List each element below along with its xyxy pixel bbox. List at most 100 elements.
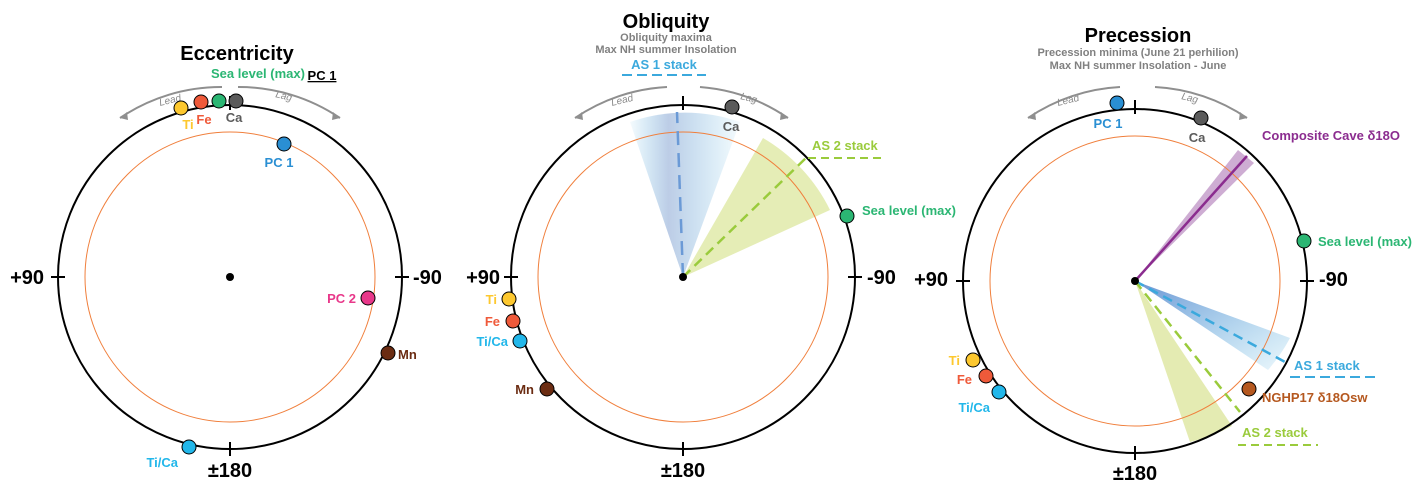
subtitle-line-1: Obliquity maxima xyxy=(620,32,713,44)
label-pc1: PC 1 xyxy=(265,155,294,170)
label-ca: Ca xyxy=(723,119,740,134)
point-sea-level xyxy=(839,208,855,224)
label-ti-ca: Ti/Ca xyxy=(958,400,990,415)
label-as2-stack: AS 2 stack xyxy=(812,138,879,153)
point-ti-ca xyxy=(512,333,528,349)
point-ca xyxy=(1193,110,1209,126)
point-pc1 xyxy=(1109,95,1125,111)
as2-stack-line xyxy=(682,155,809,278)
label-as2-stack: AS 2 stack xyxy=(1242,425,1309,440)
point-nghp17 xyxy=(1241,381,1257,397)
axis-label-left: +90 xyxy=(914,269,948,291)
inner-circle xyxy=(989,135,1281,427)
label-fe: Fe xyxy=(196,112,211,127)
point-ti-ca xyxy=(991,384,1007,400)
cave-line xyxy=(1134,155,1248,282)
point-mn xyxy=(380,345,396,361)
center-dot xyxy=(226,273,234,281)
point-fe xyxy=(978,368,994,384)
as1-stack-header: AS 1 stack xyxy=(631,57,698,72)
label-fe: Fe xyxy=(485,314,500,329)
lead-label: Lead xyxy=(610,93,635,109)
as1-stack-wedge xyxy=(1135,281,1290,370)
axis-label-bottom: ±180 xyxy=(208,460,252,482)
label-sea-level: Sea level (max) xyxy=(1318,234,1412,249)
inner-circle xyxy=(84,131,376,423)
lag-label: Lag xyxy=(274,89,293,104)
axis-label-bottom: ±180 xyxy=(661,460,705,482)
label-sea-level-line: Sea level (max) xyxy=(862,203,956,218)
lead-arc-arrow xyxy=(119,85,223,119)
point-ti xyxy=(965,352,981,368)
label-fe: Fe xyxy=(957,372,972,387)
obliquity-panel: Obliquity Obliquity maxima Max NH summer… xyxy=(466,11,956,482)
lead-arc-arrow xyxy=(574,86,668,119)
lag-arrowhead-icon xyxy=(332,112,340,120)
lead-arrowhead-icon xyxy=(1028,112,1036,120)
lead-label: Lead xyxy=(1056,93,1081,109)
lag-arc-arrow xyxy=(1154,86,1248,119)
axis-label-bottom: ±180 xyxy=(1113,463,1157,483)
label-ca: Ca xyxy=(1189,130,1206,145)
lead-arc-arrow xyxy=(1027,86,1121,119)
point-pc2 xyxy=(360,290,376,306)
label-pc1: PC 1 xyxy=(1094,116,1123,131)
as1-stack-line xyxy=(1134,279,1288,365)
center-dot xyxy=(679,273,687,281)
lead-arrowhead-icon xyxy=(120,112,128,120)
panel-title-eccentricity: Eccentricity xyxy=(180,43,294,65)
panel-title-precession: Precession xyxy=(1085,25,1192,47)
label-sea-level: Sea level (max) xyxy=(862,203,956,218)
as1-stack-wedge xyxy=(630,112,740,278)
label-nghp17: NGHP17 δ18Osw xyxy=(1262,390,1368,405)
subtitle-line-1: Precession minima (June 21 perhilion) xyxy=(1037,47,1238,59)
point-ti xyxy=(501,291,517,307)
point-ti-ca xyxy=(181,439,197,455)
lag-arc-arrow xyxy=(237,85,341,119)
label-ti: Ti xyxy=(182,117,193,132)
point-fe xyxy=(505,313,521,329)
center-dot xyxy=(1131,277,1139,285)
label-mn: Mn xyxy=(398,347,417,362)
eccentricity-panel: Eccentricity Sea level (max) PC 1 Lead L… xyxy=(10,43,442,482)
subtitle-line-2: Max NH summer Insolation xyxy=(595,44,736,56)
point-sea-level xyxy=(1296,233,1312,249)
inner-circle xyxy=(537,131,829,423)
label-ti-ca: Ti/Ca xyxy=(476,334,508,349)
label-cave: Composite Cave δ18O xyxy=(1262,128,1400,143)
label-mn: Mn xyxy=(515,382,534,397)
point-mn xyxy=(539,381,555,397)
point-ca xyxy=(228,93,244,109)
pc1-header: PC 1 xyxy=(308,68,337,83)
subtitle-line-2: Max NH summer Insolation - June xyxy=(1050,60,1227,72)
lag-arrowhead-icon xyxy=(1239,112,1247,120)
label-ti-ca: Ti/Ca xyxy=(146,455,178,470)
panel-title-obliquity: Obliquity xyxy=(623,11,711,33)
as1-stack-line xyxy=(675,111,685,278)
label-as1-stack: AS 1 stack xyxy=(1294,358,1361,373)
axis-label-left: +90 xyxy=(466,267,500,289)
sea-level-header: Sea level (max) xyxy=(211,66,305,81)
label-ti: Ti xyxy=(949,353,960,368)
as2-stack-wedge xyxy=(1135,281,1232,442)
label-ca: Ca xyxy=(226,110,243,125)
point-ca xyxy=(724,99,740,115)
lag-arrowhead-icon xyxy=(780,112,788,120)
lag-label: Lag xyxy=(1180,91,1199,106)
lag-label: Lag xyxy=(739,91,758,106)
label-pc2: PC 2 xyxy=(327,291,356,306)
point-fe xyxy=(193,94,209,110)
precession-panel: Precession Precession minima (June 21 pe… xyxy=(914,25,1412,485)
lead-arrowhead-icon xyxy=(575,112,583,120)
axis-label-left: +90 xyxy=(10,267,44,289)
point-pc1 xyxy=(276,136,292,152)
label-ti: Ti xyxy=(486,292,497,307)
as2-stack-line xyxy=(1134,280,1241,413)
point-ti xyxy=(173,100,189,116)
lag-arc-arrow xyxy=(699,86,789,119)
point-sea-level xyxy=(211,93,227,109)
axis-label-right: -90 xyxy=(413,267,442,289)
axis-label-right: -90 xyxy=(1319,269,1348,291)
